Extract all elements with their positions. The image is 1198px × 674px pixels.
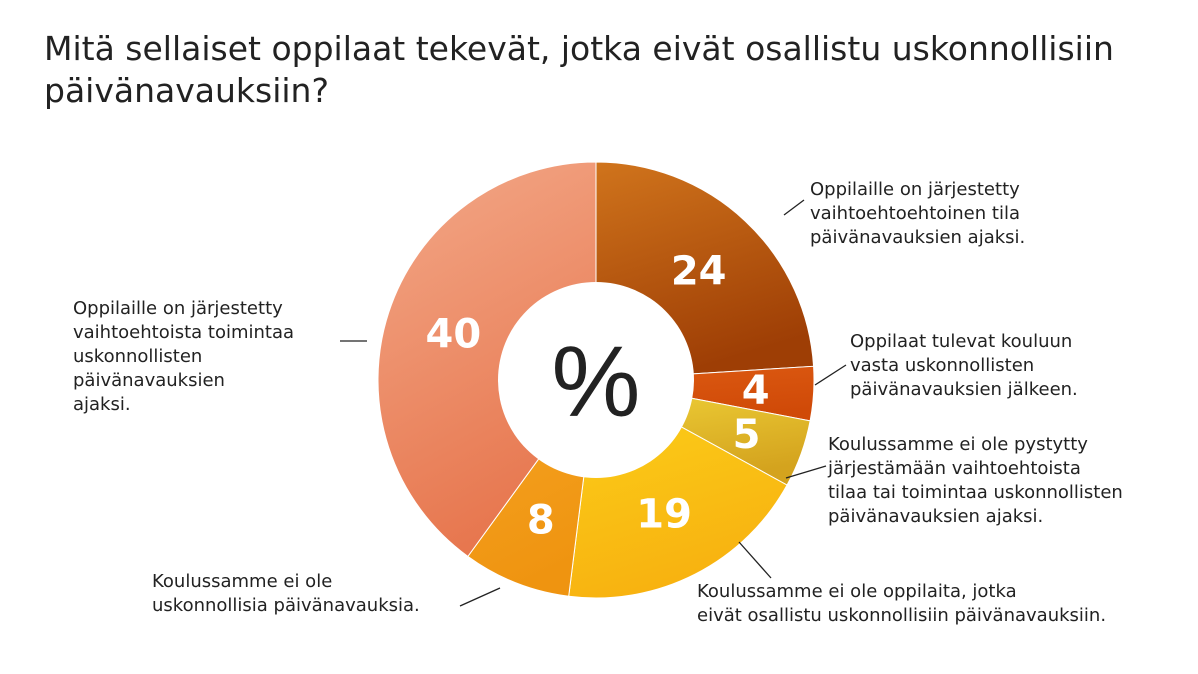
callout-line: uskonnollisia päivänavauksia. [152,595,420,616]
callout-line: järjestämään vaihtoehtoista [828,458,1081,479]
callout-line: Oppilaille on järjestetty [810,179,1020,200]
callout-line: Oppilaat tulevat kouluun [850,331,1073,352]
callout-label-2: Oppilaat tulevat kouluun vasta uskonnolli… [850,330,1078,402]
chart-title: Mitä sellaiset oppilaat tekevät, jotka e… [44,29,1114,110]
leader-line [459,587,501,607]
callout-line: Koulussamme ei ole pystytty [828,434,1088,455]
callout-line: Oppilaille on järjestetty [73,298,283,319]
slice-6 [377,161,597,558]
slice-value-label: 19 [636,492,692,538]
donut-hole [498,282,694,478]
callout-line: päivänavauksien ajaksi. [828,506,1044,527]
callout-label-5: Koulussamme ei ole uskonnollisia päivänav… [152,570,420,618]
slice-value-label: 4 [742,368,770,414]
callout-line: uskonnollisten [73,346,203,367]
callout-line: vasta uskonnollisten [850,355,1035,376]
callout-line: tilaa tai toimintaa uskonnollisten [828,482,1123,503]
leader-line [785,465,827,479]
slice-value-label: 40 [426,312,482,358]
callout-line: Koulussamme ei ole oppilaita, jotka [697,581,1017,602]
slice-value-label: 24 [671,249,727,295]
leader-line [783,199,805,216]
slice-value-label: 5 [733,412,761,458]
slice-value-label: 8 [527,497,555,543]
callout-label-6: Oppilaille on järjestetty vaihtoehtoista … [73,297,294,417]
callout-label-1: Oppilaille on järjestetty vaihtoehtoehtoi… [810,178,1025,250]
center-percent-label: % [552,326,641,438]
callout-line: eivät osallistu uskonnollisiin päivänava… [697,605,1107,626]
callout-line: ajaksi. [73,394,131,415]
leader-line [738,541,772,579]
callout-line: päivänavauksien jälkeen. [850,379,1078,400]
callout-line: vaihtoehtoehtoinen tila [810,203,1020,224]
callout-label-3: Koulussamme ei ole pystytty järjestämään … [828,433,1123,529]
callout-line: päivänavauksien [73,370,225,391]
callout-line: Koulussamme ei ole [152,571,333,592]
leader-line [814,364,847,386]
callout-line: vaihtoehtoista toimintaa [73,322,295,343]
callout-label-4: Koulussamme ei ole oppilaita, jotka eivät… [697,580,1106,628]
callout-line: päivänavauksien ajaksi. [810,227,1026,248]
